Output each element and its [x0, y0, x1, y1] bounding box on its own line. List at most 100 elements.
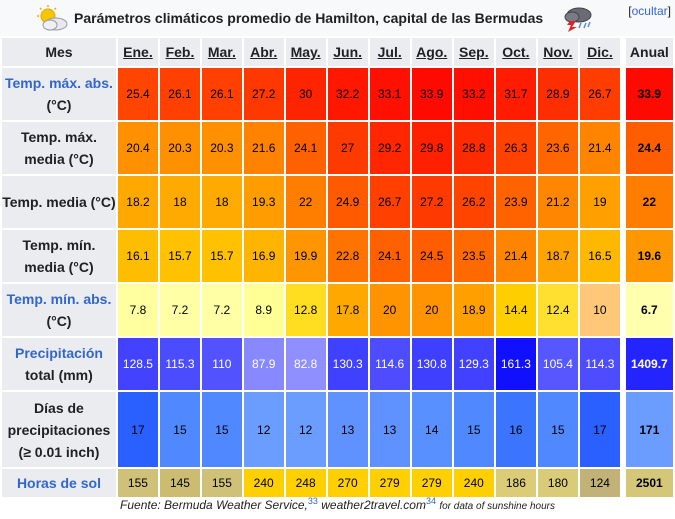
header-month: Ene. [117, 38, 158, 66]
row-label: Temp. mín. abs. (°C) [2, 284, 116, 336]
header-month: May. [285, 38, 326, 66]
header-month: Dic. [579, 38, 620, 66]
data-row: Precipitación total (mm) 128.5 115.3 110 87.… [2, 338, 673, 390]
value-cell: 12.4 [537, 284, 578, 336]
value-cell: 31.7 [495, 68, 536, 120]
value-cell: 19 [579, 176, 620, 228]
sun-cloud-icon [37, 5, 68, 31]
column-separator [621, 284, 624, 336]
value-cell: 33.1 [369, 68, 410, 120]
value-cell: 105.4 [537, 338, 578, 390]
value-cell: 155 [117, 469, 158, 497]
value-cell: 16.5 [579, 230, 620, 282]
column-separator [621, 38, 624, 66]
value-cell: 240 [453, 469, 494, 497]
value-cell: 24.5 [411, 230, 452, 282]
value-cell: 145 [159, 469, 200, 497]
column-separator [621, 392, 624, 467]
row-label-link[interactable]: Precipitación [15, 345, 103, 361]
header-month: Feb. [159, 38, 200, 66]
header-month: Jul. [369, 38, 410, 66]
value-cell: 18.9 [453, 284, 494, 336]
value-cell: 114.3 [579, 338, 620, 390]
source-text: Fuente: Bermuda Weather Service, [120, 498, 308, 512]
value-cell: 22 [285, 176, 326, 228]
value-cell: 30 [285, 68, 326, 120]
data-row: Días de precipitaciones (≥ 0.01 inch) 17 1… [2, 392, 673, 467]
value-cell: 15 [201, 392, 242, 467]
value-cell: 15.7 [159, 230, 200, 282]
toggle-hide-link[interactable]: ocultar [631, 4, 668, 18]
value-cell: 26.3 [495, 122, 536, 174]
value-cell: 17.8 [327, 284, 368, 336]
data-row: Temp. mín. media (°C) 16.1 15.7 15.7 16.9 19.… [2, 230, 673, 282]
value-cell: 26.1 [201, 68, 242, 120]
value-cell: 129.3 [453, 338, 494, 390]
value-cell: 10 [579, 284, 620, 336]
value-cell: 23.9 [495, 176, 536, 228]
value-cell: 7.8 [117, 284, 158, 336]
caption-title: Parámetros climáticos promedio de Hamilt… [74, 10, 544, 26]
value-cell: 18 [201, 176, 242, 228]
value-cell: 28.9 [537, 68, 578, 120]
annual-cell: 6.7 [625, 284, 673, 336]
annual-cell: 22 [625, 176, 673, 228]
value-cell: 13 [327, 392, 368, 467]
header-mes: Mes [2, 38, 116, 66]
reference-34[interactable]: 34 [425, 496, 436, 506]
value-cell: 21.4 [495, 230, 536, 282]
row-label-text: total (mm) [25, 367, 93, 383]
data-row: Temp. mín. abs. (°C) 7.8 7.2 7.2 8.9 12.8 17.8… [2, 284, 673, 336]
value-cell: 27 [327, 122, 368, 174]
value-cell: 27.2 [243, 68, 284, 120]
row-label: Días de precipitaciones (≥ 0.01 inch) [2, 392, 116, 467]
row-label: Temp. mín. media (°C) [2, 230, 116, 282]
value-cell: 26.7 [369, 176, 410, 228]
value-cell: 7.2 [159, 284, 200, 336]
value-cell: 161.3 [495, 338, 536, 390]
annual-cell: 24.4 [625, 122, 673, 174]
row-label-link[interactable]: Temp. mín. abs. [6, 291, 112, 307]
value-cell: 26.2 [453, 176, 494, 228]
row-label-text: (°C) [46, 313, 72, 329]
value-cell: 25.4 [117, 68, 158, 120]
value-cell: 130.8 [411, 338, 452, 390]
value-cell: 18 [159, 176, 200, 228]
data-row: Horas de sol 155 145 155 240 248 270 279 279 240 1… [2, 469, 673, 497]
row-label-text: Temp. media (°C) [2, 194, 116, 210]
column-separator [621, 338, 624, 390]
data-row: Temp. máx. abs. (°C) 25.4 26.1 26.1 27.2 30 32… [2, 68, 673, 120]
row-label-link[interactable]: Horas de sol [16, 475, 101, 491]
header-month: Mar. [201, 38, 242, 66]
value-cell: 24.1 [369, 230, 410, 282]
header-month: Nov. [537, 38, 578, 66]
toggle-hide[interactable]: [ocultar] [628, 4, 671, 18]
row-label-text: Días de precipitaciones (≥ 0.01 inch) [7, 399, 111, 460]
value-cell: 23.6 [537, 122, 578, 174]
value-cell: 32.2 [327, 68, 368, 120]
column-separator [621, 176, 624, 228]
annual-cell: 33.9 [625, 68, 673, 120]
row-label: Horas de sol [2, 469, 116, 497]
value-cell: 12 [285, 392, 326, 467]
value-cell: 16.1 [117, 230, 158, 282]
value-cell: 13 [369, 392, 410, 467]
row-label: Temp. media (°C) [2, 176, 116, 228]
value-cell: 33.9 [411, 68, 452, 120]
value-cell: 27.2 [411, 176, 452, 228]
value-cell: 12.8 [285, 284, 326, 336]
value-cell: 14.4 [495, 284, 536, 336]
value-cell: 16 [495, 392, 536, 467]
value-cell: 18.7 [537, 230, 578, 282]
row-label: Precipitación total (mm) [2, 338, 116, 390]
value-cell: 17 [117, 392, 158, 467]
value-cell: 24.1 [285, 122, 326, 174]
value-cell: 8.9 [243, 284, 284, 336]
value-cell: 19.3 [243, 176, 284, 228]
value-cell: 270 [327, 469, 368, 497]
value-cell: 82.8 [285, 338, 326, 390]
row-label-link[interactable]: Temp. máx. abs. [5, 75, 113, 91]
reference-33[interactable]: 33 [307, 496, 318, 506]
value-cell: 155 [201, 469, 242, 497]
